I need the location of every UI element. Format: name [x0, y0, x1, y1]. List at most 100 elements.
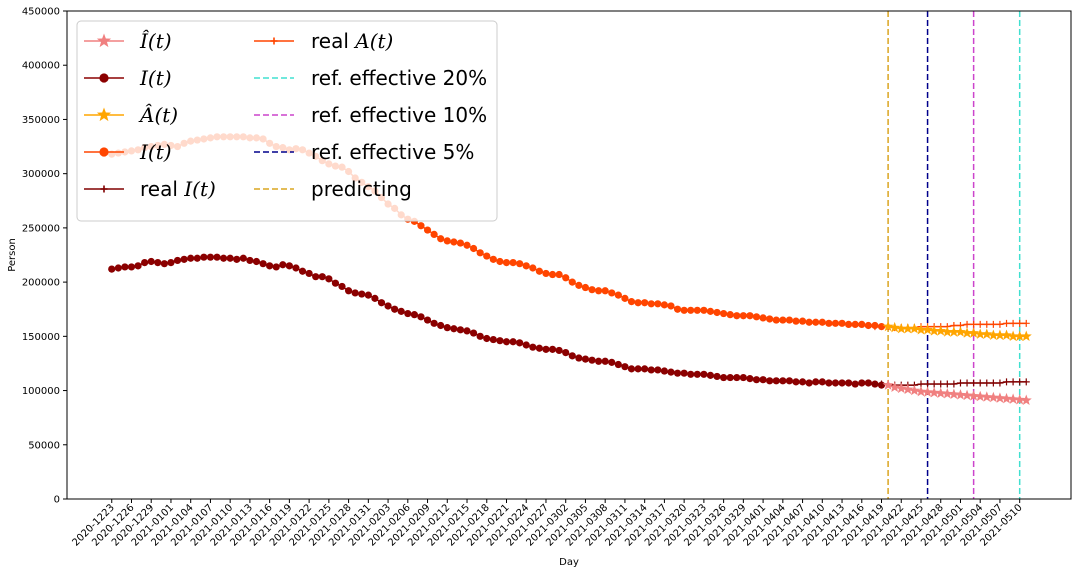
data-point	[871, 323, 879, 331]
data-point	[673, 305, 682, 313]
data-point	[785, 377, 794, 385]
legend-handle-marker	[96, 33, 112, 48]
data-point	[542, 269, 550, 278]
legend-entry: I(t)	[84, 66, 172, 90]
data-point	[968, 327, 980, 338]
data-point	[889, 321, 901, 333]
data-point	[989, 379, 997, 387]
y-axis-label: Person	[7, 238, 18, 272]
legend-handle-marker	[96, 107, 112, 122]
data-point	[915, 385, 927, 397]
data-point	[312, 273, 320, 281]
y-tick-label: 100000	[22, 386, 60, 397]
data-point	[470, 244, 478, 253]
data-point	[987, 329, 999, 340]
data-point	[588, 286, 596, 294]
data-point	[476, 249, 484, 257]
data-point	[845, 379, 853, 387]
data-point	[476, 332, 484, 340]
data-point	[187, 254, 195, 262]
data-point	[601, 357, 609, 365]
data-point	[193, 254, 201, 262]
data-point	[983, 320, 991, 328]
data-point	[726, 311, 734, 319]
data-point	[930, 380, 938, 388]
data-point	[680, 306, 688, 314]
data-point	[463, 241, 471, 249]
series-line	[887, 325, 1027, 338]
data-point	[943, 380, 951, 388]
legend-label: Â(t)	[138, 103, 178, 127]
data-point	[889, 381, 901, 392]
data-point	[588, 356, 596, 364]
data-point	[818, 378, 826, 386]
data-point	[529, 264, 537, 272]
y-tick-label: 300000	[22, 169, 60, 180]
data-point	[961, 327, 973, 338]
legend-handle-marker	[100, 185, 108, 193]
data-point	[956, 379, 964, 387]
data-point	[687, 306, 695, 314]
data-point	[935, 325, 947, 336]
data-point	[542, 345, 550, 353]
data-point	[759, 314, 767, 322]
y-tick-label: 0	[54, 495, 60, 506]
data-point	[1001, 329, 1013, 340]
data-point	[739, 312, 747, 320]
data-point	[397, 307, 405, 315]
data-point	[1020, 394, 1032, 406]
data-point	[895, 322, 907, 334]
data-point	[805, 318, 813, 326]
data-point	[601, 287, 609, 295]
legend-entry: ref. effective 10%	[254, 103, 487, 127]
data-point	[838, 319, 846, 327]
data-point	[108, 265, 116, 273]
data-point	[981, 328, 993, 339]
y-tick-label: 350000	[22, 115, 60, 126]
data-point	[239, 254, 247, 262]
data-point	[423, 226, 432, 234]
data-point	[720, 309, 728, 318]
y-tick-label: 150000	[22, 332, 60, 343]
data-point	[377, 299, 386, 307]
data-point	[928, 386, 940, 398]
data-point	[792, 317, 800, 325]
data-point	[608, 289, 616, 297]
data-point	[483, 334, 491, 343]
data-point	[1009, 378, 1017, 386]
data-point	[739, 373, 747, 382]
data-point	[759, 376, 767, 384]
data-point	[667, 302, 675, 310]
legend-entry: real A(t)	[254, 29, 393, 53]
legend-handle-marker	[99, 73, 109, 83]
data-point	[733, 373, 741, 382]
data-point	[989, 320, 997, 328]
data-point	[733, 312, 741, 320]
legend-label: real A(t)	[311, 29, 393, 53]
data-point	[233, 255, 241, 263]
data-point	[562, 274, 570, 282]
data-point	[878, 323, 886, 331]
legend-label: ref. effective 10%	[311, 103, 487, 127]
data-point	[766, 315, 774, 323]
data-point	[812, 318, 820, 326]
data-point	[173, 256, 182, 265]
data-point	[766, 377, 774, 385]
data-point	[963, 320, 971, 328]
data-point	[974, 328, 986, 339]
legend-box	[76, 20, 498, 222]
legend-label: I(t)	[139, 140, 172, 164]
data-point	[961, 389, 973, 401]
data-point	[941, 388, 953, 399]
legend-label: I(t)	[139, 66, 172, 90]
data-point	[279, 261, 287, 269]
data-point	[621, 363, 629, 371]
data-point	[443, 237, 451, 245]
series-A_hat	[882, 320, 1032, 342]
data-point	[305, 269, 313, 278]
data-point	[614, 291, 622, 299]
data-point	[1020, 330, 1032, 342]
data-point	[417, 222, 425, 230]
reference-lines	[887, 11, 1021, 499]
data-point	[1003, 319, 1011, 327]
